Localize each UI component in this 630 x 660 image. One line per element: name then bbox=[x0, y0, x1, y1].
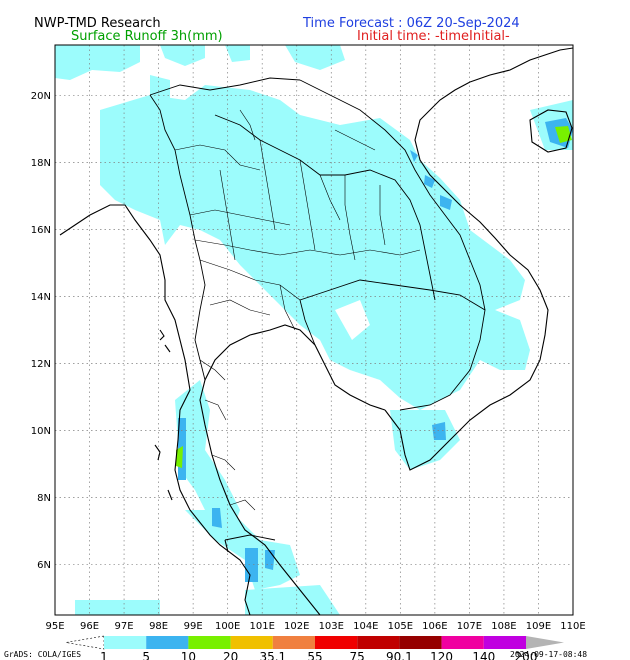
colorbar-swatch bbox=[272, 636, 315, 649]
lon-tick-label: 100E bbox=[215, 621, 240, 632]
colorbar-level-label: 90.1 bbox=[386, 650, 413, 660]
lat-tick-label: 6N bbox=[37, 560, 51, 571]
runoff-high bbox=[176, 126, 572, 468]
lon-tick-label: 104E bbox=[353, 621, 378, 632]
lon-tick-label: 107E bbox=[457, 621, 482, 632]
forecast-time: Time Forecast : 06Z 20-Sep-2024 bbox=[303, 16, 520, 31]
colorbar-level-label: 75 bbox=[350, 650, 365, 660]
longitude-labels: 95E 96E 97E 98E 99E 100E 101E 102E 103E 104E 105E 1… bbox=[45, 621, 585, 632]
lon-tick-label: 95E bbox=[45, 621, 64, 632]
colorbar-labels: 1 5 10 20 35.1 55 75 90.1 120 140 200 bbox=[100, 650, 537, 660]
lon-tick-label: 106E bbox=[422, 621, 447, 632]
lat-tick-label: 8N bbox=[37, 493, 51, 504]
province-borders bbox=[174, 109, 421, 511]
lat-tick-label: 18N bbox=[31, 158, 51, 169]
graticule bbox=[55, 45, 573, 615]
colorbar-level-label: 140 bbox=[472, 650, 495, 660]
lat-tick-label: 20N bbox=[31, 91, 51, 102]
org-title: NWP-TMD Research bbox=[34, 16, 161, 31]
colorbar-swatch bbox=[188, 636, 231, 649]
colorbar-swatch bbox=[483, 636, 526, 649]
lon-tick-label: 105E bbox=[388, 621, 413, 632]
colorbar-swatch bbox=[315, 636, 358, 649]
lon-tick-label: 101E bbox=[249, 621, 274, 632]
map-frame bbox=[54, 44, 574, 616]
lat-tick-label: 14N bbox=[31, 292, 51, 303]
lat-tick-label: 16N bbox=[31, 225, 51, 236]
country-borders bbox=[149, 77, 486, 541]
colorbar-swatch bbox=[357, 636, 400, 649]
lon-tick-label: 98E bbox=[149, 621, 168, 632]
lat-tick-label: 10N bbox=[31, 426, 51, 437]
colorbar bbox=[65, 635, 564, 650]
colorbar-level-label: 5 bbox=[142, 650, 150, 660]
colorbar-level-label: 20 bbox=[223, 650, 238, 660]
lon-tick-label: 96E bbox=[80, 621, 99, 632]
lon-tick-label: 103E bbox=[319, 621, 344, 632]
lon-tick-label: 109E bbox=[526, 621, 551, 632]
colorbar-swatch bbox=[399, 636, 442, 649]
runoff-shading bbox=[55, 45, 573, 615]
plot-timestamp: 2024-09-17-08:48 bbox=[510, 650, 587, 659]
colorbar-swatch bbox=[146, 636, 189, 649]
latitude-labels: 6N 8N 10N 12N 14N 16N 18N 20N bbox=[31, 91, 51, 571]
lon-tick-label: 110E bbox=[560, 621, 585, 632]
colorbar-level-label: 1 bbox=[100, 650, 108, 660]
colorbar-swatch bbox=[230, 636, 273, 649]
colorbar-level-label: 10 bbox=[181, 650, 196, 660]
lat-tick-label: 12N bbox=[31, 359, 51, 370]
colorbar-high-arrow bbox=[526, 636, 564, 649]
colorbar-level-label: 120 bbox=[430, 650, 453, 660]
colorbar-level-label: 55 bbox=[307, 650, 322, 660]
colorbar-swatch bbox=[104, 636, 147, 649]
lon-tick-label: 108E bbox=[491, 621, 516, 632]
colorbar-level-label: 200 bbox=[515, 650, 538, 660]
colorbar-swatch bbox=[441, 636, 484, 649]
colorbar-level-label: 35.1 bbox=[259, 650, 286, 660]
lon-tick-label: 102E bbox=[284, 621, 309, 632]
lon-tick-label: 97E bbox=[115, 621, 134, 632]
map-content bbox=[55, 45, 573, 615]
colorbar-low-arrow bbox=[65, 635, 105, 650]
initial-time: Initial time: -timeInitial- bbox=[357, 29, 510, 44]
lon-tick-label: 99E bbox=[184, 621, 203, 632]
grads-credit: GrADS: COLA/IGES bbox=[4, 650, 81, 659]
field-title: Surface Runoff 3h(mm) bbox=[71, 29, 223, 44]
